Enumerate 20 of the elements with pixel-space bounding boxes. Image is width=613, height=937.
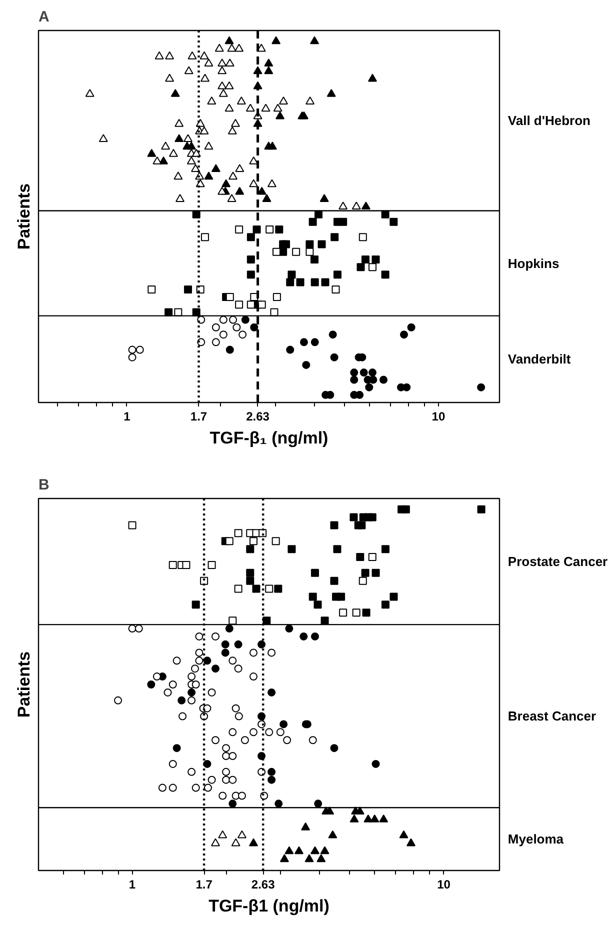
chart-title: A <box>38 8 50 26</box>
chart-title: B <box>38 476 50 494</box>
text: Hopkins <box>508 256 560 271</box>
x-tick-label: 1.7 <box>196 878 213 892</box>
text: Vanderbilt <box>508 352 572 367</box>
text: Vall d'Hebron <box>508 113 591 128</box>
x-tick-label: 2.63 <box>251 878 276 892</box>
x-tick-label: 2.63 <box>246 410 270 424</box>
x-axis-title: TGF-β1 (ng/ml) <box>208 896 330 916</box>
x-tick-label: 10 <box>432 410 446 424</box>
text: Prostate Cancer <box>508 554 608 570</box>
x-tick-label: 1 <box>128 878 136 892</box>
y-axis-title: Patients <box>14 651 34 718</box>
text: Breast Cancer <box>508 708 596 724</box>
x-tick-label: 1 <box>124 410 131 424</box>
x-tick-label: 1.7 <box>190 410 208 424</box>
y-axis-title: Patients <box>14 183 34 250</box>
text: Myeloma <box>508 832 564 847</box>
x-axis-title: TGF-β₁ (ng/ml) <box>210 428 328 448</box>
x-tick-label: 10 <box>437 878 451 892</box>
